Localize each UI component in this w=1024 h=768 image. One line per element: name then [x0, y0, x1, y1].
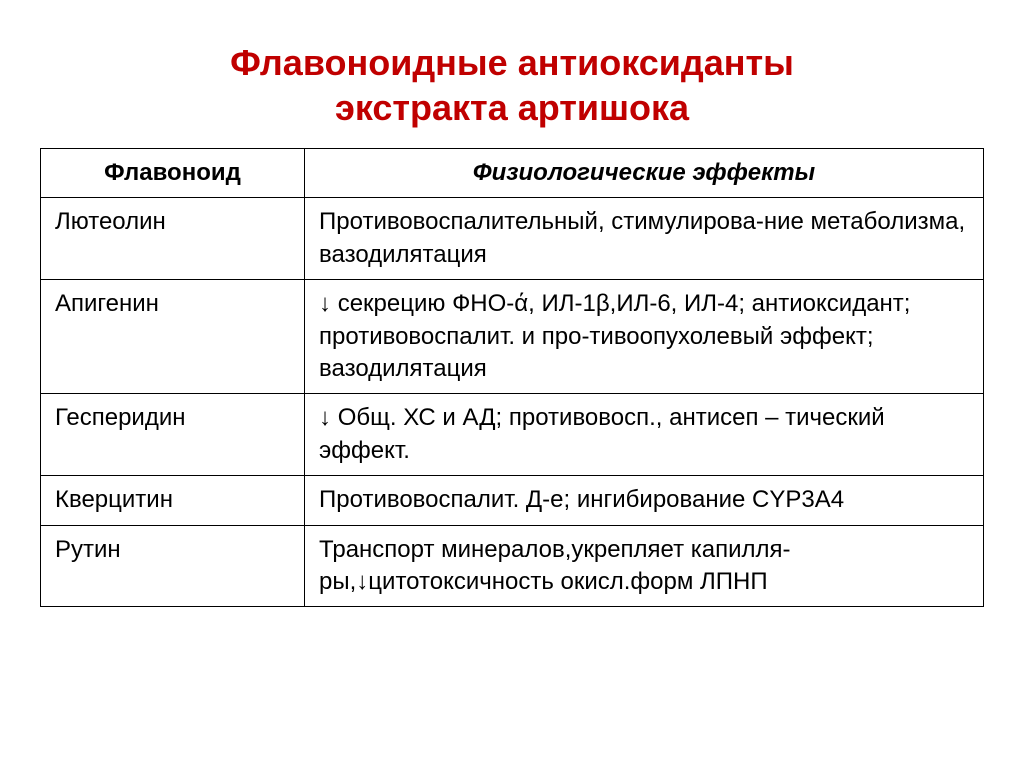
table-row: Кверцитин Противовоспалит. Д-е; ингибиро…: [41, 476, 984, 525]
cell-effects: Противовоспалит. Д-е; ингибирование CYP3…: [305, 476, 984, 525]
table-header-row: Флавоноид Физиологические эффекты: [41, 149, 984, 198]
table-row: Лютеолин Противовоспалительный, стимулир…: [41, 198, 984, 280]
title-line-1: Флавоноидные антиоксиданты: [230, 42, 794, 83]
table-row: Гесперидин ↓ Общ. ХС и АД; противовосп.,…: [41, 394, 984, 476]
slide-page: Флавоноидные антиоксиданты экстракта арт…: [0, 0, 1024, 768]
col-header-flavonoid: Флавоноид: [41, 149, 305, 198]
cell-flavonoid: Апигенин: [41, 280, 305, 394]
cell-flavonoid: Лютеолин: [41, 198, 305, 280]
flavonoid-table: Флавоноид Физиологические эффекты Лютеол…: [40, 148, 984, 607]
cell-flavonoid: Кверцитин: [41, 476, 305, 525]
title-line-2: экстракта артишока: [335, 87, 689, 128]
slide-title: Флавоноидные антиоксиданты экстракта арт…: [40, 40, 984, 130]
table-row: Рутин Транспорт минералов,укрепляет капи…: [41, 525, 984, 607]
cell-effects: ↓ Общ. ХС и АД; противовосп., антисеп – …: [305, 394, 984, 476]
col-header-effects: Физиологические эффекты: [305, 149, 984, 198]
table-row: Апигенин ↓ секрецию ФНО-ά, ИЛ-1β,ИЛ-6, И…: [41, 280, 984, 394]
cell-flavonoid: Рутин: [41, 525, 305, 607]
cell-flavonoid: Гесперидин: [41, 394, 305, 476]
cell-effects: Противовоспалительный, стимулирова-ние м…: [305, 198, 984, 280]
cell-effects: ↓ секрецию ФНО-ά, ИЛ-1β,ИЛ-6, ИЛ-4; анти…: [305, 280, 984, 394]
cell-effects: Транспорт минералов,укрепляет капилля-ры…: [305, 525, 984, 607]
